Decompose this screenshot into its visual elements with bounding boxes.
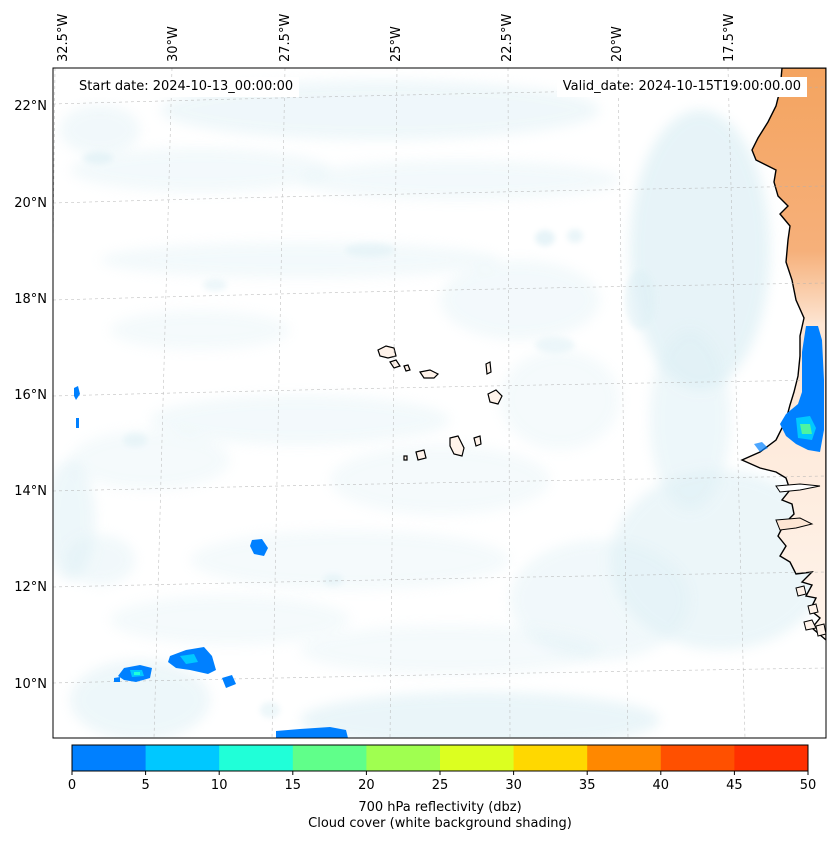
- lon-label: 30°W: [166, 26, 181, 62]
- colorbar-label-cloud-cover: Cloud cover (white background shading): [308, 816, 572, 831]
- reflectivity-cell: [780, 326, 824, 452]
- map-frame: [52, 67, 827, 739]
- colorbar-tick-label: 5: [141, 778, 149, 793]
- lat-label: 16°N: [14, 388, 47, 403]
- lon-label: 17.5°W: [722, 14, 737, 62]
- reflectivity-cell: [800, 424, 812, 434]
- lon-label: 27.5°W: [278, 14, 293, 62]
- colorbar: 0 5 10 15 20 25 30 35 40 45 50: [68, 744, 817, 793]
- map-area: [53, 68, 826, 738]
- cloud-cover-shading: [53, 80, 826, 738]
- valid-date-label: Valid_date: 2024-10-15T19:00:00.00: [556, 77, 807, 97]
- colorbar-tick-label: 20: [358, 778, 375, 793]
- colorbar-tick-label: 0: [68, 778, 76, 793]
- colorbar-segment: [366, 745, 441, 771]
- colorbar-segment: [292, 745, 367, 771]
- colorbar-tick-label: 35: [579, 778, 596, 793]
- lat-label: 22°N: [14, 99, 47, 114]
- colorbar-tick-label: 50: [800, 778, 817, 793]
- coast-detail: [775, 517, 814, 531]
- colorbar-tick-label: 30: [505, 778, 522, 793]
- colorbar-segment: [219, 745, 294, 771]
- colorbar-tick-label: 10: [211, 778, 228, 793]
- lon-label: 25°W: [389, 26, 404, 62]
- bijagos-islands: [795, 585, 826, 637]
- lon-label: 20°W: [610, 26, 625, 62]
- cape-verde-islands: [377, 345, 503, 461]
- mainland-land: [740, 68, 826, 641]
- colorbar-segment: [513, 745, 588, 771]
- colorbar-tick-label: 15: [285, 778, 302, 793]
- colorbar-tick-label: 45: [726, 778, 743, 793]
- reflectivity-cell: [134, 672, 140, 675]
- longitude-labels: 32.5°W 30°W 27.5°W 25°W 22.5°W 20°W 17.5…: [56, 14, 737, 62]
- lon-label: 22.5°W: [500, 14, 515, 62]
- reflectivity-cell: [754, 442, 768, 452]
- lat-label: 12°N: [14, 580, 47, 595]
- reflectivity-cell: [74, 386, 80, 400]
- colorbar-segment: [587, 745, 662, 771]
- start-date-label: Start date: 2024-10-13_00:00:00: [73, 77, 300, 97]
- lat-label: 10°N: [14, 677, 47, 692]
- colorbar-segment: [145, 745, 220, 771]
- colorbar-segment: [734, 745, 809, 771]
- west-africa-coast: [740, 68, 826, 641]
- colorbar-segment: [660, 745, 735, 771]
- lat-label: 14°N: [14, 484, 47, 499]
- colorbar-tick-label: 40: [653, 778, 670, 793]
- colorbar-title: 700 hPa reflectivity (dbz) Cloud cover (…: [72, 800, 808, 832]
- reflectivity-cell: [76, 418, 79, 428]
- graticule: [53, 68, 826, 738]
- colorbar-label-reflectivity: 700 hPa reflectivity (dbz): [358, 800, 522, 815]
- lat-label: 18°N: [14, 292, 47, 307]
- river-inlet: [775, 483, 821, 493]
- latitude-labels: 22°N 20°N 18°N 16°N 14°N 12°N 10°N: [14, 99, 47, 692]
- reflectivity-cells: [74, 326, 824, 738]
- colorbar-segment: [440, 745, 515, 771]
- reflectivity-cell: [250, 539, 268, 556]
- lon-label: 32.5°W: [56, 14, 71, 62]
- reflectivity-cell: [180, 654, 198, 664]
- reflectivity-cell: [222, 675, 236, 688]
- lat-label: 20°N: [14, 196, 47, 211]
- reflectivity-cell: [276, 727, 348, 738]
- colorbar-tick-label: 25: [432, 778, 449, 793]
- reflectivity-cell: [114, 677, 120, 682]
- colorbar-segment: [72, 745, 147, 771]
